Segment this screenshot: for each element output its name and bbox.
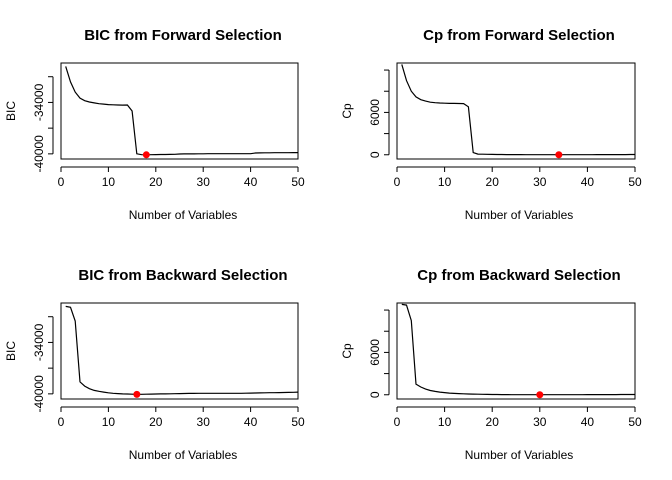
x-tick-label: 0: [58, 175, 65, 189]
panel-1-x-axis: 0 10 20 30 40 50: [58, 166, 305, 189]
panel-2-frame: [396, 62, 636, 160]
y-tick-label: 6000: [368, 339, 382, 366]
x-tick-label: 30: [533, 175, 547, 189]
panel-2: Cp from Forward Selection Number of Vari…: [340, 27, 642, 222]
panel-4-x-axis: 0 10 20 30 40 50: [394, 406, 642, 429]
x-tick-label: 50: [628, 175, 642, 189]
x-tick-label: 0: [394, 415, 401, 429]
x-tick-label: 30: [197, 175, 211, 189]
panel-3: BIC from Backward Selection Number of Va…: [4, 267, 305, 462]
y-tick-label: -34000: [32, 83, 46, 121]
panel-4-xlabel: Number of Variables: [465, 448, 574, 462]
panel-3-xlabel: Number of Variables: [129, 448, 238, 462]
panel-1: BIC from Forward Selection Number of Var…: [4, 27, 305, 222]
x-tick-label: 40: [581, 175, 595, 189]
panel-3-min-point: [133, 390, 141, 398]
x-tick-label: 10: [102, 175, 116, 189]
panel-1-series-line: [65, 66, 298, 156]
x-tick-label: 20: [149, 415, 163, 429]
x-tick-label: 50: [291, 175, 305, 189]
x-tick-label: 10: [438, 175, 452, 189]
panel-1-frame: [60, 62, 299, 160]
panel-2-title: Cp from Forward Selection: [423, 27, 615, 44]
panel-2-xlabel: Number of Variables: [465, 208, 574, 222]
panel-4-frame: [396, 302, 636, 400]
x-tick-label: 20: [486, 175, 500, 189]
panel-3-series-line: [65, 305, 299, 396]
panel-3-ylabel: BIC: [4, 341, 18, 361]
y-tick-label: 0: [368, 151, 382, 158]
panel-4-series-line: [401, 303, 635, 396]
panel-1-y-axis: -40000 -34000: [32, 76, 54, 173]
y-tick-label: -34000: [32, 323, 46, 361]
panel-4-ylabel: Cp: [340, 343, 354, 359]
panel-3-title: BIC from Backward Selection: [78, 267, 287, 284]
y-tick-label: 0: [368, 391, 382, 398]
x-tick-label: 0: [394, 175, 401, 189]
x-tick-label: 10: [102, 415, 116, 429]
panel-2-y-axis: 0 6000: [368, 69, 390, 158]
panel-2-x-axis: 0 10 20 30 40 50: [394, 166, 642, 189]
panel-4-title: Cp from Backward Selection: [417, 267, 620, 284]
panel-2-series-line: [401, 64, 635, 156]
x-tick-label: 20: [149, 175, 163, 189]
panel-4-min-point: [536, 391, 544, 399]
x-tick-label: 0: [58, 415, 65, 429]
x-tick-label: 40: [244, 175, 258, 189]
x-tick-label: 50: [628, 415, 642, 429]
panel-2-min-point: [555, 151, 563, 159]
panel-4-y-axis: 0 6000: [368, 309, 390, 398]
panel-3-frame: [60, 302, 299, 400]
panel-1-title: BIC from Forward Selection: [84, 27, 282, 44]
x-tick-label: 10: [438, 415, 452, 429]
y-tick-label: -40000: [32, 135, 46, 173]
x-tick-label: 30: [197, 415, 211, 429]
y-tick-label: -40000: [32, 375, 46, 413]
panel-1-min-point: [142, 151, 150, 159]
x-tick-label: 50: [291, 415, 305, 429]
x-tick-label: 40: [244, 415, 258, 429]
panel-2-ylabel: Cp: [340, 103, 354, 119]
panel-4: Cp from Backward Selection Number of Var…: [340, 267, 642, 462]
x-tick-label: 30: [533, 415, 547, 429]
panel-3-y-axis: -40000 -34000: [32, 316, 54, 413]
x-tick-label: 20: [486, 415, 500, 429]
panel-1-ylabel: BIC: [4, 101, 18, 121]
panel-3-x-axis: 0 10 20 30 40 50: [58, 406, 305, 429]
x-tick-label: 40: [581, 415, 595, 429]
panel-1-xlabel: Number of Variables: [129, 208, 238, 222]
y-tick-label: 6000: [368, 99, 382, 126]
